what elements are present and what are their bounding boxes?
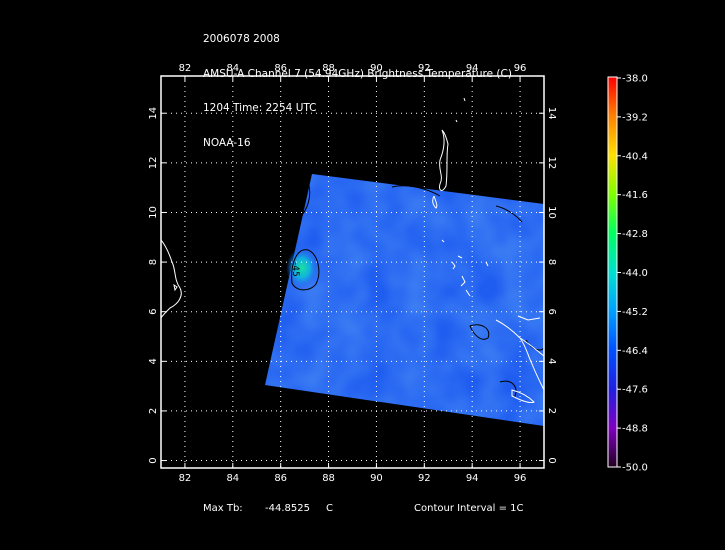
max-tb-label: Max Tb: [203, 503, 243, 514]
coastline-sumatra [517, 315, 541, 321]
colorbar-label: -40.4 [622, 151, 648, 162]
map-frame [160, 75, 545, 469]
coastline-sumatra [495, 319, 544, 391]
colorbar-label: -41.6 [622, 190, 648, 201]
header-date: 2006078 2008 [203, 33, 280, 45]
colorbar [607, 76, 618, 468]
coastline-west [173, 283, 178, 292]
colorbar-label: -39.2 [622, 112, 648, 123]
lon-tick-label-bottom: 88 [322, 473, 335, 484]
coastline-andaman [432, 195, 438, 209]
contour-line [301, 179, 311, 216]
colorbar-label: -42.8 [622, 229, 648, 240]
lon-tick-label-bottom: 96 [514, 473, 527, 484]
coastline-nicobar [451, 255, 489, 297]
coastline-west [161, 239, 182, 319]
lon-tick-label-bottom: 86 [274, 473, 287, 484]
header-channel: AMSU-A Channel 7 (54.94GHz) Brightness T… [203, 67, 512, 80]
lon-tick-label-bottom: 90 [370, 473, 383, 484]
colorbar-label: -48.8 [622, 424, 648, 435]
plot-header: 2006078 2008 AMSU-A Channel 7 (54.94GHz)… [203, 11, 512, 161]
coastline-sumatra [511, 389, 535, 403]
lat-tick-label-left: 4 [148, 358, 159, 364]
colorbar-label: -45.2 [622, 307, 648, 318]
lon-tick-label-bottom: 94 [466, 473, 479, 484]
header-satellite: NOAA-16 [203, 136, 251, 149]
colorbar-label: -44.0 [622, 268, 648, 279]
max-tb-value: -44.8525 [265, 503, 310, 514]
lon-tick-label-bottom: 92 [418, 473, 431, 484]
contour-line [469, 324, 490, 340]
brightness-swath: -45 [265, 174, 544, 426]
lat-tick-label-right: 4 [546, 358, 557, 364]
lat-tick-label-right: 8 [546, 259, 557, 265]
contour-line [499, 380, 517, 399]
coastlines [161, 97, 544, 403]
lon-tick-label-bottom: 82 [179, 473, 192, 484]
lat-tick-label-right: 2 [546, 408, 557, 414]
coastline-islets [441, 97, 466, 243]
contour-line [391, 185, 441, 197]
lat-tick-label-right: 0 [546, 457, 557, 463]
warm-spot [286, 248, 318, 288]
colorbar-label: -50.0 [622, 463, 648, 474]
graticule [161, 76, 544, 468]
colorbar-label: -38.0 [622, 74, 648, 85]
swath-texture [265, 174, 544, 426]
colorbar-label: -47.6 [622, 385, 648, 396]
contour-line [495, 205, 523, 223]
lon-tick-label-bottom: 84 [226, 473, 239, 484]
header-time: 1204 Time: 2254 UTC [203, 102, 317, 114]
lat-tick-label-right: 14 [546, 107, 557, 120]
lat-tick-label-right: 10 [546, 206, 557, 219]
lon-tick-label-top: 84 [226, 63, 239, 74]
max-tb-unit: C [326, 503, 333, 514]
lat-tick-label-right: 12 [546, 156, 557, 169]
lat-tick-label-left: 6 [148, 309, 159, 315]
lon-tick-label-top: 90 [370, 63, 383, 74]
lat-tick-label-left: 12 [148, 156, 159, 169]
lon-tick-label-top: 86 [274, 63, 287, 74]
lat-tick-label-left: 10 [148, 206, 159, 219]
lon-tick-label-top: 96 [514, 63, 527, 74]
contour-line [291, 249, 320, 291]
lat-tick-label-left: 2 [148, 408, 159, 414]
lon-tick-label-top: 92 [418, 63, 431, 74]
lon-tick-label-top: 88 [322, 63, 335, 74]
lat-tick-label-left: 14 [148, 107, 159, 120]
contour-interval: Contour Interval = 1C [414, 503, 524, 514]
lon-tick-label-top: 94 [466, 63, 479, 74]
colorbar-labels: -38.0 -39.2 -40.4 -41.6 -42.8 -44.0 -45.2 -46.4… [617, 74, 648, 474]
coastline-andaman [439, 129, 449, 191]
contour-label: -45 [290, 262, 300, 277]
lat-tick-label-right: 6 [546, 309, 557, 315]
lat-tick-label-left: 0 [148, 457, 159, 463]
colorbar-label: -46.4 [622, 346, 648, 357]
lat-tick-label-left: 8 [148, 259, 159, 265]
lon-tick-label-top: 82 [179, 63, 192, 74]
